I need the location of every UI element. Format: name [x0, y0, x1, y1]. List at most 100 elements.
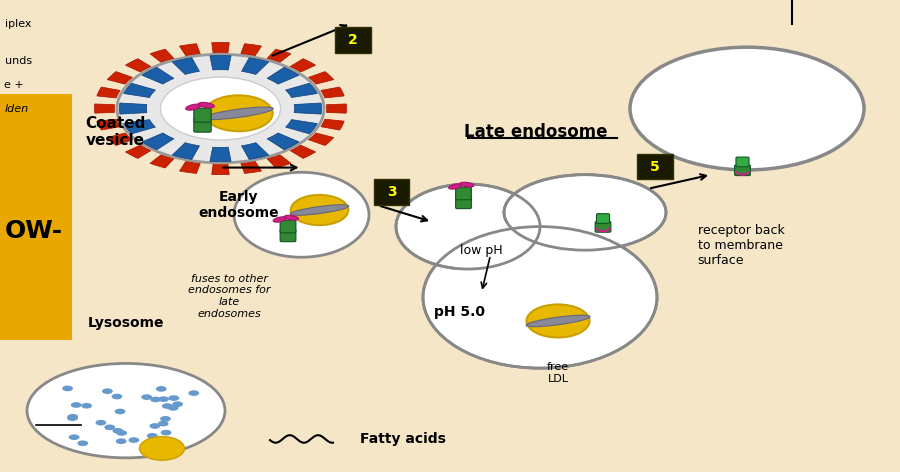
Wedge shape [212, 42, 230, 53]
Circle shape [172, 401, 183, 407]
Ellipse shape [504, 175, 666, 250]
Ellipse shape [185, 104, 201, 110]
Text: 3: 3 [387, 185, 396, 199]
Text: Lysosome: Lysosome [88, 316, 164, 330]
Circle shape [526, 304, 590, 337]
Circle shape [77, 440, 88, 446]
Circle shape [68, 414, 78, 420]
Wedge shape [107, 72, 132, 84]
FancyBboxPatch shape [194, 108, 212, 122]
Text: e +: e + [4, 80, 24, 90]
Ellipse shape [234, 172, 369, 257]
Circle shape [188, 390, 199, 396]
Wedge shape [179, 161, 200, 173]
Circle shape [158, 421, 168, 426]
Circle shape [204, 95, 273, 131]
Circle shape [129, 437, 140, 443]
FancyBboxPatch shape [595, 221, 611, 232]
Wedge shape [172, 58, 200, 75]
Wedge shape [241, 161, 262, 173]
FancyBboxPatch shape [280, 220, 296, 233]
Wedge shape [210, 56, 231, 70]
Text: iplex: iplex [4, 18, 31, 29]
Wedge shape [97, 119, 120, 130]
Wedge shape [125, 59, 151, 72]
Circle shape [95, 420, 106, 426]
Wedge shape [150, 155, 174, 168]
Circle shape [141, 394, 152, 400]
Text: free
LDL: free LDL [547, 362, 569, 384]
FancyBboxPatch shape [455, 196, 472, 209]
FancyBboxPatch shape [734, 165, 751, 176]
Text: Fatty acids: Fatty acids [360, 432, 446, 446]
Wedge shape [172, 143, 200, 160]
Circle shape [116, 430, 127, 436]
Text: lden: lden [4, 103, 29, 114]
Circle shape [104, 424, 115, 430]
Text: 5: 5 [651, 160, 660, 174]
Wedge shape [142, 133, 174, 150]
Circle shape [291, 195, 348, 225]
Circle shape [117, 54, 324, 163]
Circle shape [156, 386, 166, 392]
Circle shape [147, 433, 158, 438]
Wedge shape [150, 49, 174, 62]
FancyBboxPatch shape [335, 27, 371, 53]
Wedge shape [309, 133, 334, 145]
FancyBboxPatch shape [637, 154, 673, 179]
Wedge shape [294, 103, 321, 114]
Circle shape [62, 386, 73, 391]
Circle shape [67, 415, 77, 421]
Circle shape [158, 396, 169, 402]
Ellipse shape [284, 215, 299, 220]
Circle shape [71, 402, 82, 408]
Wedge shape [290, 59, 316, 72]
Text: unds: unds [4, 56, 32, 67]
Circle shape [167, 405, 178, 411]
Wedge shape [285, 83, 318, 98]
Wedge shape [94, 104, 114, 113]
Wedge shape [321, 87, 344, 98]
Text: receptor back
to membrane
surface: receptor back to membrane surface [698, 224, 784, 267]
Circle shape [81, 403, 92, 409]
Circle shape [116, 438, 127, 444]
FancyBboxPatch shape [280, 229, 296, 242]
Circle shape [630, 47, 864, 170]
Wedge shape [241, 44, 262, 56]
FancyBboxPatch shape [736, 157, 749, 167]
FancyBboxPatch shape [597, 214, 609, 223]
Ellipse shape [198, 102, 214, 108]
Wedge shape [210, 147, 231, 161]
FancyBboxPatch shape [455, 187, 472, 200]
Text: pH 5.0: pH 5.0 [434, 304, 484, 319]
Ellipse shape [495, 222, 621, 288]
Wedge shape [123, 119, 156, 134]
Circle shape [162, 403, 173, 409]
Wedge shape [309, 72, 334, 84]
Wedge shape [285, 119, 318, 134]
Wedge shape [241, 143, 269, 160]
Wedge shape [267, 155, 291, 168]
Circle shape [168, 395, 179, 401]
Wedge shape [267, 133, 299, 150]
Circle shape [114, 409, 125, 414]
Wedge shape [179, 44, 200, 56]
Ellipse shape [27, 363, 225, 458]
Text: 2: 2 [348, 33, 357, 47]
Wedge shape [212, 164, 230, 175]
Text: fuses to other
endosomes for
late
endosomes: fuses to other endosomes for late endoso… [188, 274, 271, 319]
Ellipse shape [290, 205, 349, 215]
Wedge shape [267, 67, 299, 84]
Text: Early
endosome: Early endosome [198, 190, 279, 220]
Wedge shape [241, 58, 269, 75]
Circle shape [150, 396, 161, 402]
Wedge shape [123, 83, 156, 98]
Text: OW-: OW- [4, 219, 63, 243]
FancyBboxPatch shape [0, 94, 72, 340]
Circle shape [140, 437, 184, 460]
Wedge shape [290, 145, 316, 159]
Circle shape [149, 423, 160, 429]
Text: Late endosome: Late endosome [464, 123, 608, 141]
Ellipse shape [526, 315, 590, 327]
Ellipse shape [203, 107, 274, 119]
